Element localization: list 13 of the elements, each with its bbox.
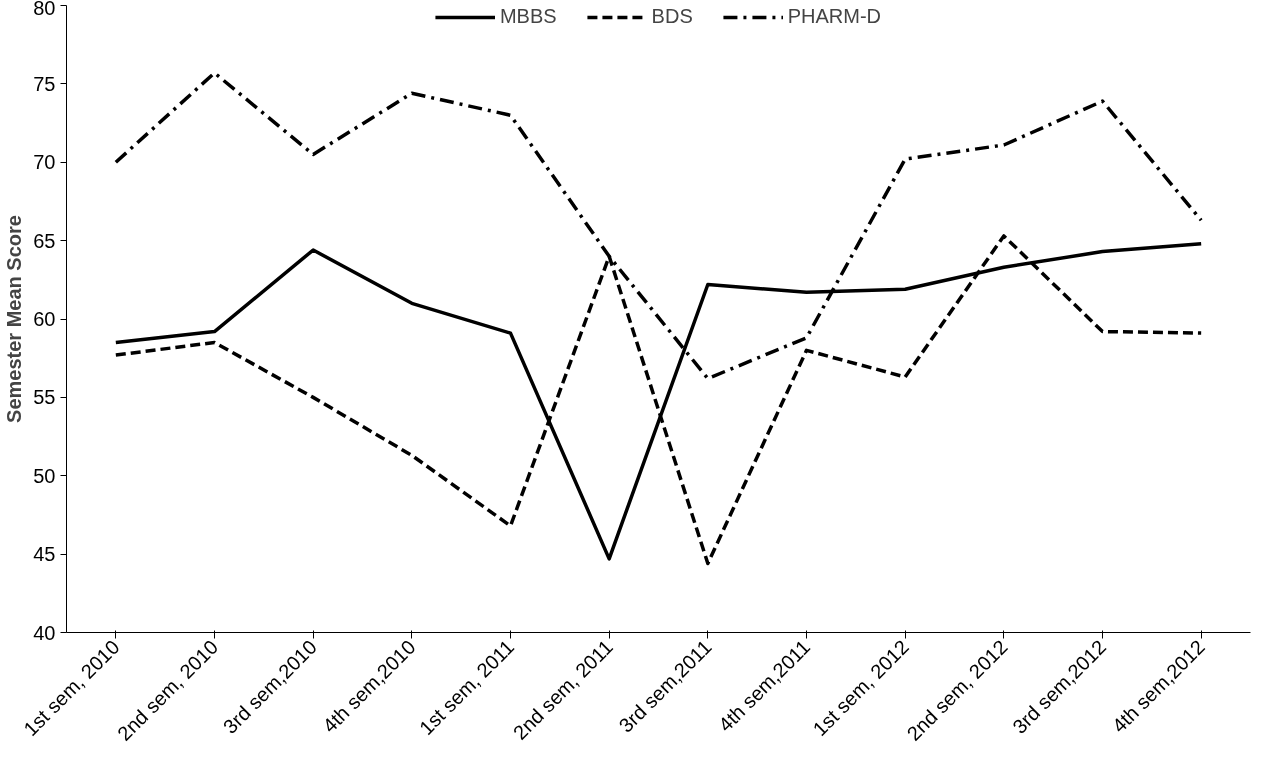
y-tick-label: 80 — [33, 0, 56, 19]
legend-label: PHARM-D — [787, 5, 882, 28]
y-tick-label: 50 — [33, 464, 56, 487]
y-tick-label: 75 — [33, 72, 56, 95]
y-tick-label: 60 — [33, 308, 56, 330]
y-tick-label: 45 — [33, 543, 56, 566]
legend-label: BDS — [651, 5, 693, 28]
legend-label: MBBS — [499, 5, 557, 28]
y-tick-label: 65 — [33, 229, 56, 252]
y-tick-label: 55 — [33, 386, 56, 409]
y-tick-label: 40 — [33, 621, 56, 644]
y-tick-label: 70 — [33, 151, 56, 174]
y-axis-title: Semester Mean Score — [3, 215, 26, 423]
